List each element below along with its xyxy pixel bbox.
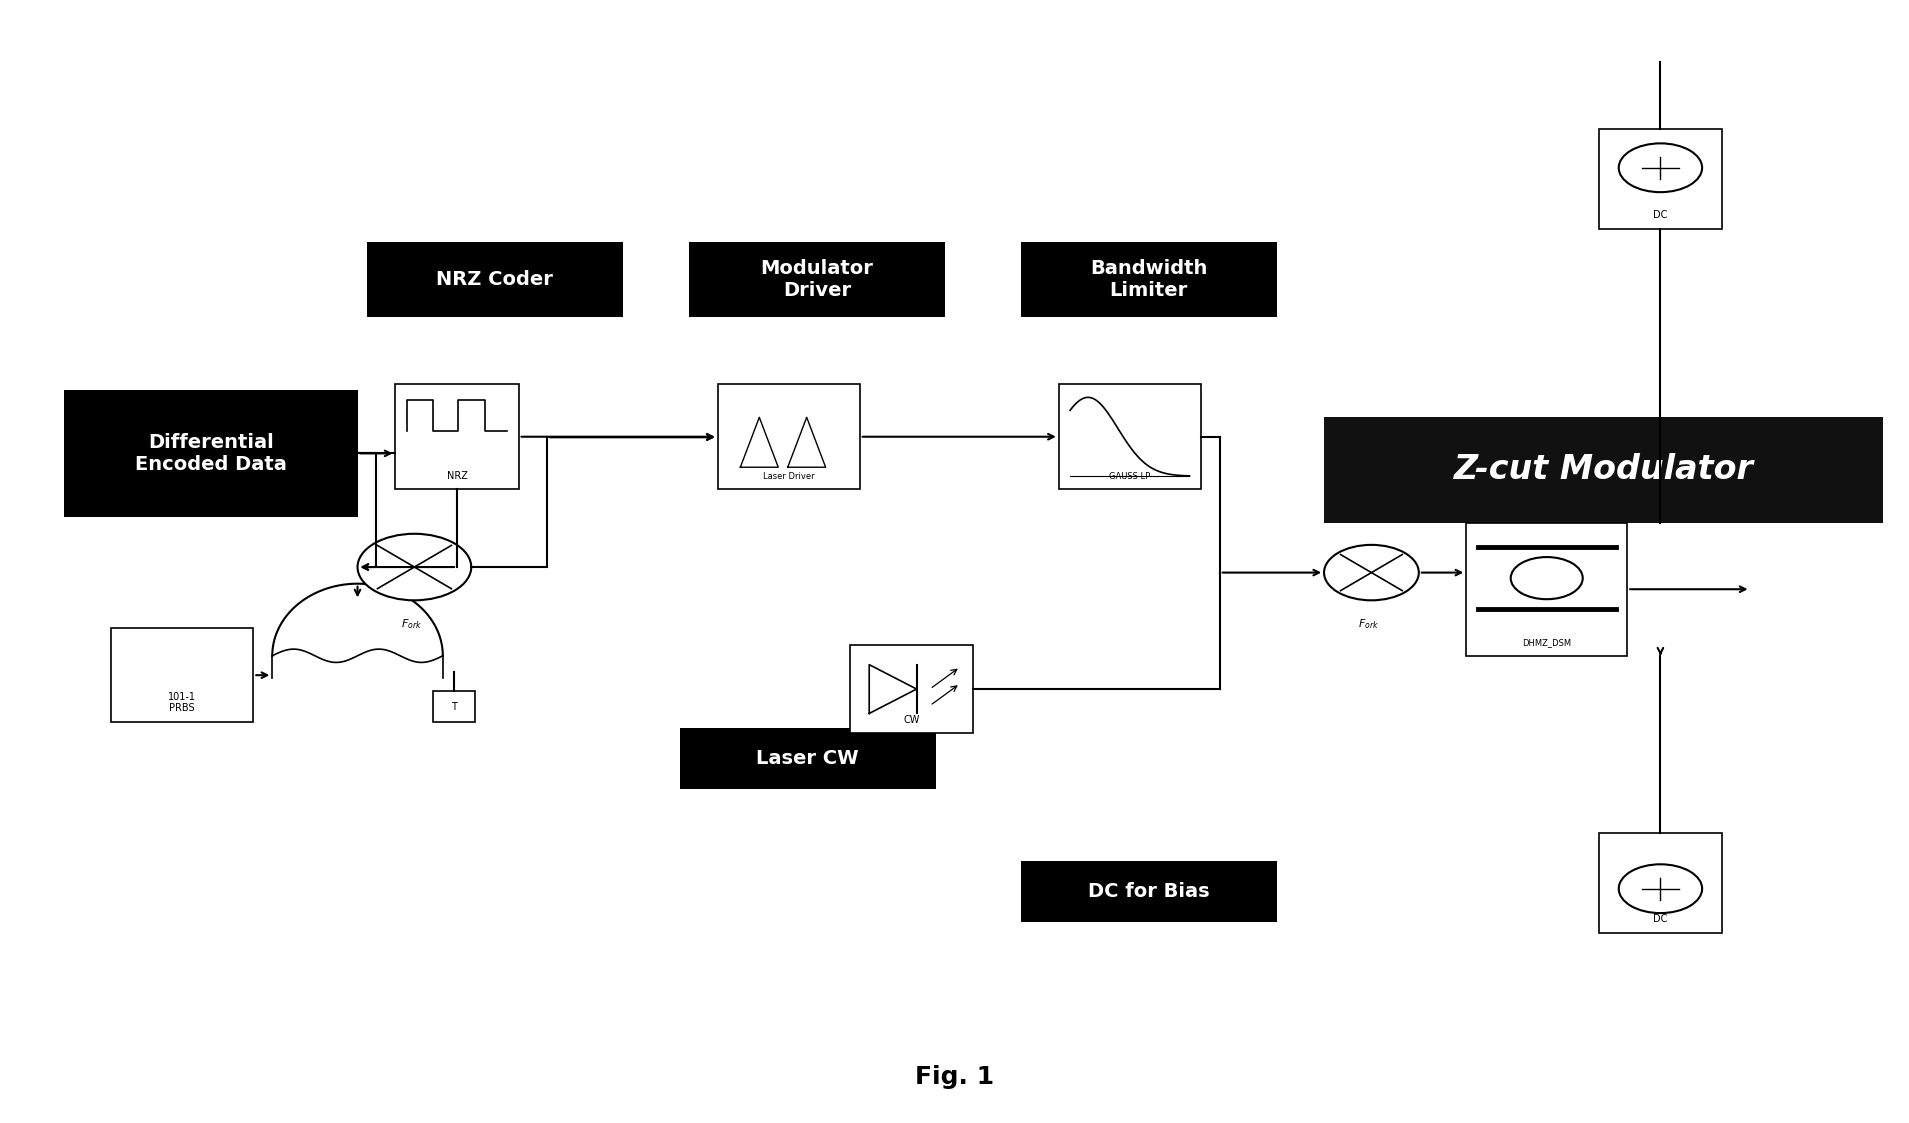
- Text: Modulator
Driver: Modulator Driver: [760, 259, 874, 300]
- Bar: [689, 243, 945, 318]
- Text: Fig. 1: Fig. 1: [914, 1066, 995, 1089]
- Text: Bandwidth
Limiter: Bandwidth Limiter: [1090, 259, 1206, 300]
- Text: Z-cut Modulator: Z-cut Modulator: [1453, 454, 1754, 486]
- Bar: [367, 243, 622, 318]
- Text: CW: CW: [903, 714, 920, 724]
- Text: Laser CW: Laser CW: [756, 749, 859, 768]
- Text: $F_{ork}$: $F_{ork}$: [401, 617, 422, 631]
- Bar: [63, 390, 357, 517]
- Bar: [1466, 522, 1626, 656]
- Text: DHMZ_DSM: DHMZ_DSM: [1521, 638, 1571, 647]
- Text: DC: DC: [1653, 914, 1668, 924]
- Bar: [395, 384, 519, 490]
- Text: $F_{ork}$: $F_{ork}$: [1359, 617, 1380, 631]
- Text: T: T: [451, 702, 456, 712]
- Bar: [111, 628, 254, 722]
- Bar: [718, 384, 859, 490]
- Text: Differential
Encoded Data: Differential Encoded Data: [136, 432, 286, 474]
- Bar: [433, 692, 475, 722]
- Bar: [1600, 833, 1722, 933]
- Circle shape: [1325, 545, 1418, 601]
- Text: NRZ: NRZ: [447, 471, 468, 481]
- Text: 101-1
PRBS: 101-1 PRBS: [168, 692, 197, 713]
- Circle shape: [357, 533, 472, 601]
- Bar: [1021, 243, 1277, 318]
- Text: DC: DC: [1653, 210, 1668, 220]
- Bar: [680, 728, 935, 788]
- Bar: [1325, 418, 1882, 522]
- Bar: [1021, 861, 1277, 922]
- Text: NRZ Coder: NRZ Coder: [437, 271, 554, 290]
- Text: DC for Bias: DC for Bias: [1088, 882, 1210, 901]
- Bar: [1600, 129, 1722, 229]
- Text: Laser Driver: Laser Driver: [764, 472, 815, 481]
- Bar: [850, 645, 974, 733]
- Bar: [1059, 384, 1201, 490]
- Text: GAUSS LP: GAUSS LP: [1109, 472, 1151, 481]
